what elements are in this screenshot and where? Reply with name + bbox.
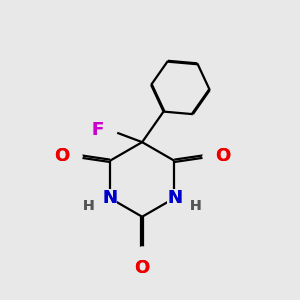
Text: N: N [102, 189, 117, 207]
Text: O: O [54, 147, 70, 165]
Text: O: O [54, 147, 70, 165]
Text: O: O [215, 147, 230, 165]
Text: H: H [82, 199, 94, 213]
Text: O: O [215, 147, 230, 165]
Text: O: O [134, 259, 150, 277]
Text: F: F [92, 122, 104, 140]
Text: N: N [167, 189, 182, 207]
Text: N: N [167, 189, 182, 207]
Text: F: F [92, 122, 104, 140]
Text: H: H [82, 199, 94, 213]
Text: H: H [190, 199, 202, 213]
Text: H: H [190, 199, 202, 213]
Text: O: O [134, 259, 150, 277]
Text: N: N [102, 189, 117, 207]
